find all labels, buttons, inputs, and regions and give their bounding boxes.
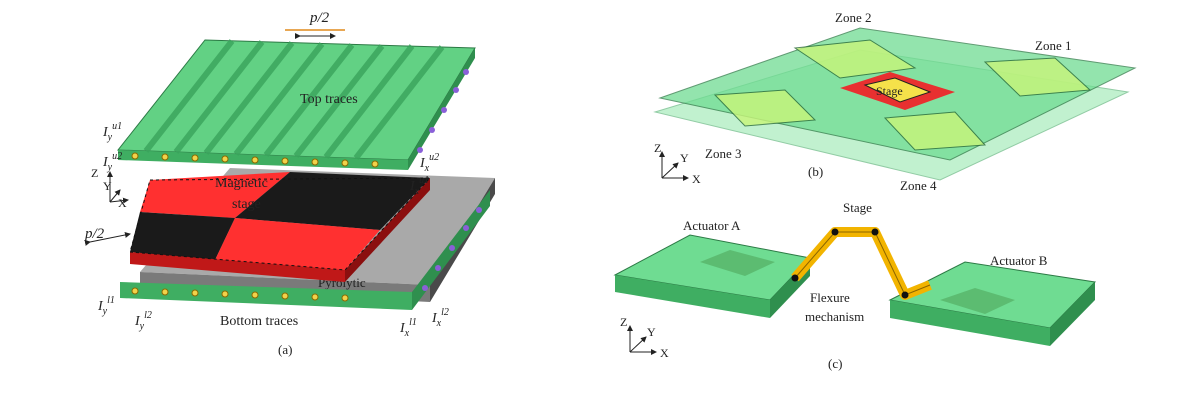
stage-label-b: Stage [876, 84, 903, 98]
axis-a-x: X [118, 196, 127, 210]
axis-c-x: X [660, 346, 669, 360]
flexure-label-1: Flexure [810, 290, 850, 305]
top-traces-label: Top traces [300, 92, 358, 107]
panel-b: Stage Zone 2 Zone 1 Zone 3 Zone 4 Z Y X … [653, 10, 1137, 193]
zone2-label: Zone 2 [835, 10, 871, 25]
axis-b-y: Y [680, 151, 689, 165]
caption-a: (a) [278, 342, 292, 357]
svg-text:Ixl2: Ixl2 [431, 307, 449, 329]
axis-c-y: Y [647, 325, 656, 339]
magnetic-label-2: stage [232, 197, 261, 212]
svg-text:Iyu2: Iyu2 [102, 151, 122, 173]
svg-text:Ixu2: Ixu2 [419, 152, 439, 174]
svg-text:Ixu1: Ixu1 [409, 175, 429, 197]
top-traces-plate: Top traces [116, 39, 476, 170]
zone3-label: Zone 3 [705, 146, 741, 161]
svg-text:Ixl1: Ixl1 [399, 317, 417, 339]
axis-a-z: Z [91, 166, 98, 180]
caption-c: (c) [828, 356, 842, 371]
axes-c [627, 325, 657, 355]
pitch-bottom-label: p/2 [84, 226, 105, 242]
flexure-mechanism [791, 227, 932, 300]
axis-c-z: Z [620, 315, 627, 329]
svg-text:Iyu1: Iyu1 [102, 121, 122, 143]
zone1-label: Zone 1 [1035, 38, 1071, 53]
magnetic-stage: Magnetic stage [129, 172, 432, 282]
current-labels: Iyu1 Iyu2 Ixu2 Ixu1 Iyl1 Iyl2 Ixl1 Ixl2 [97, 121, 449, 339]
actuator-b-label: Actuator B [990, 253, 1048, 268]
panel-a: Top traces p/2 Pyrolytic graphite Magnet… [84, 10, 495, 357]
caption-b: (b) [808, 164, 823, 179]
bottom-traces-plate: Bottom traces [120, 190, 490, 329]
stage-label-c: Stage [843, 200, 872, 215]
svg-text:Iyl2: Iyl2 [134, 310, 152, 332]
magnetic-label-1: Magnetic [215, 176, 268, 191]
panel-c: Actuator A Actuator B Stage Flexure mech… [613, 200, 1097, 371]
svg-text:Iyl1: Iyl1 [97, 295, 115, 317]
pitch-top-label: p/2 [309, 10, 330, 26]
flexure-label-2: mechanism [805, 309, 864, 324]
zone4-label: Zone 4 [900, 178, 937, 193]
bottom-traces-label: Bottom traces [220, 314, 298, 329]
axis-b-z: Z [654, 141, 661, 155]
axes-a [107, 171, 129, 204]
axis-b-x: X [692, 172, 701, 186]
axes-b [659, 151, 689, 181]
axis-a-y: Y [103, 179, 112, 193]
actuator-a-label: Actuator A [683, 218, 741, 233]
